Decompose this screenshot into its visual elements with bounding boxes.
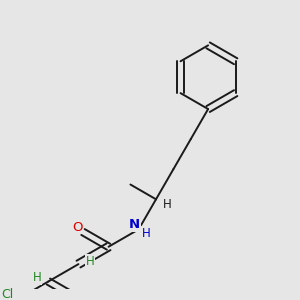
Text: Cl: Cl (1, 288, 13, 300)
Text: H: H (32, 271, 41, 284)
Text: H: H (163, 198, 172, 211)
Text: O: O (72, 221, 83, 234)
Text: H: H (86, 255, 94, 268)
Text: H: H (142, 227, 151, 240)
Text: N: N (129, 218, 140, 231)
